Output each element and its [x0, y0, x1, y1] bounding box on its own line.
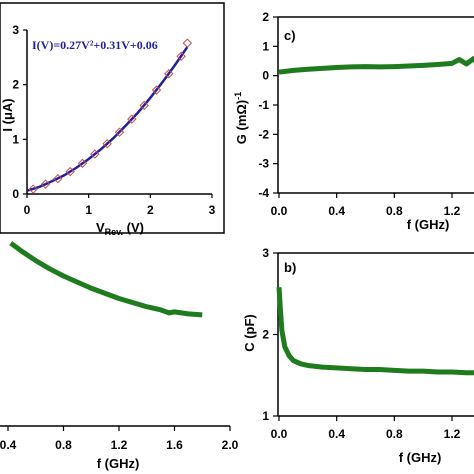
c-panel-label: c)	[284, 28, 296, 43]
b-y-label: C (pF)	[242, 314, 257, 352]
c-x-label: f (GHz)	[407, 217, 450, 232]
panel-c: 0.0 0.4 0.8 1.2 2 1 0 -1 -2 -3 -4 c) G (mΩ)-1 f (G…	[233, 10, 474, 232]
inset-data-point	[151, 85, 162, 95]
c-x-tick-label: 0.4	[328, 204, 345, 218]
inset-data-point	[176, 51, 186, 61]
inset-y-tick-label: 0	[12, 187, 19, 201]
left-x-label: f (GHz)	[97, 456, 140, 471]
left-x-tick-label: 2.0	[222, 438, 239, 452]
inset-y-tick-label: 1	[12, 132, 19, 146]
inset-data-point	[28, 184, 38, 194]
c-x-tick-label: 1.2	[444, 204, 461, 218]
panel-b: 0.0 0.4 0.8 1.2 3 2 1 b) C (pF) f (GHz)	[242, 246, 474, 465]
inset-data-point	[182, 38, 193, 48]
inset-data-point	[65, 166, 75, 177]
inset-x-tick-label: 3	[209, 203, 216, 217]
inset-data-point	[164, 69, 174, 79]
c-series-line	[278, 56, 474, 75]
c-y-tick-label: -4	[258, 186, 269, 200]
b-x-label: f (GHz)	[399, 450, 442, 465]
inset-y-label: I (μA)	[0, 98, 15, 131]
inset-x-label: VRev. (V)	[96, 220, 144, 237]
b-series-line	[276, 287, 474, 376]
c-y-tick-label: -2	[258, 127, 269, 141]
c-x-tick-label: 0.8	[386, 204, 403, 218]
inset-data-point	[53, 173, 63, 184]
b-x-tick-label: 1.2	[444, 427, 461, 441]
inset-y-tick-label: 2	[12, 78, 19, 92]
b-x-tick-label: 0.8	[386, 427, 403, 441]
b-x-tick-label: 0.0	[271, 427, 288, 441]
inset-fit-line	[26, 46, 189, 192]
c-y-tick-label: 0	[262, 69, 269, 83]
c-x-tick-label: 0.0	[271, 204, 288, 218]
inset-data-point	[40, 179, 51, 189]
left-x-tick-label: 1.2	[111, 438, 128, 452]
inset-y-tick-label: 3	[12, 23, 19, 37]
inset-x-tick-label: 2	[147, 203, 154, 217]
inset-data-point	[77, 158, 88, 169]
b-panel-label: b)	[284, 260, 296, 275]
b-y-tick-label: 1	[262, 409, 269, 423]
left-x-tick-label: 0.8	[55, 438, 72, 452]
inset-data-point	[90, 149, 100, 159]
c-y-tick-label: -3	[258, 157, 269, 171]
b-x-tick-label: 0.4	[328, 427, 345, 441]
inset-x-tick-label: 1	[85, 203, 92, 217]
b-y-tick-label: 3	[262, 246, 269, 260]
c-y-tick-label: 2	[262, 10, 269, 24]
inset-equation: I(V)=0.27V²+0.31V+0.06	[32, 38, 158, 52]
left-series-line	[9, 241, 203, 318]
inset-x-tick-label: 0	[24, 203, 31, 217]
inset-data-point	[139, 100, 149, 111]
inset-data-point	[127, 114, 137, 124]
left-x-tick-label: 0.4	[0, 438, 17, 452]
inset-data-point	[102, 138, 112, 149]
left-x-tick-label: 1.6	[166, 438, 183, 452]
c-y-tick-label: -1	[258, 98, 269, 112]
c-y-tick-label: 1	[262, 39, 269, 53]
c-y-label: G (mΩ)-1	[233, 92, 249, 144]
inset-data-point	[114, 127, 125, 137]
inset-plot: 0 1 2 3 0 1 2 3 I(V)=0.27V²+0.31V+0.06 I (μA) V…	[0, 2, 225, 237]
left-bottom-plot: 0.4 0.8 1.2 1.6 2.0 f (GHz)	[0, 241, 239, 471]
b-y-tick-label: 2	[262, 328, 269, 342]
